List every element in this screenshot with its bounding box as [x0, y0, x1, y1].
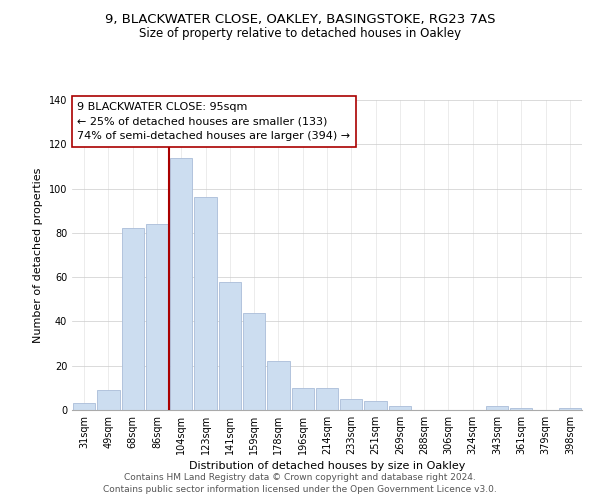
Text: Size of property relative to detached houses in Oakley: Size of property relative to detached ho… — [139, 28, 461, 40]
Text: 9 BLACKWATER CLOSE: 95sqm
← 25% of detached houses are smaller (133)
74% of semi: 9 BLACKWATER CLOSE: 95sqm ← 25% of detac… — [77, 102, 350, 141]
Text: 9, BLACKWATER CLOSE, OAKLEY, BASINGSTOKE, RG23 7AS: 9, BLACKWATER CLOSE, OAKLEY, BASINGSTOKE… — [105, 12, 495, 26]
Bar — [194, 198, 217, 410]
Bar — [243, 312, 265, 410]
Bar — [486, 406, 508, 410]
Bar — [122, 228, 144, 410]
Bar — [340, 399, 362, 410]
Bar — [364, 401, 387, 410]
Bar — [97, 390, 119, 410]
Y-axis label: Number of detached properties: Number of detached properties — [33, 168, 43, 342]
Bar — [146, 224, 168, 410]
Text: Contains public sector information licensed under the Open Government Licence v3: Contains public sector information licen… — [103, 486, 497, 494]
Bar — [292, 388, 314, 410]
Bar — [316, 388, 338, 410]
Bar — [73, 404, 95, 410]
Bar — [389, 406, 411, 410]
Bar — [170, 158, 193, 410]
Bar — [267, 362, 290, 410]
Bar — [510, 408, 532, 410]
X-axis label: Distribution of detached houses by size in Oakley: Distribution of detached houses by size … — [189, 461, 465, 471]
Bar — [559, 408, 581, 410]
Text: Contains HM Land Registry data © Crown copyright and database right 2024.: Contains HM Land Registry data © Crown c… — [124, 473, 476, 482]
Bar — [218, 282, 241, 410]
